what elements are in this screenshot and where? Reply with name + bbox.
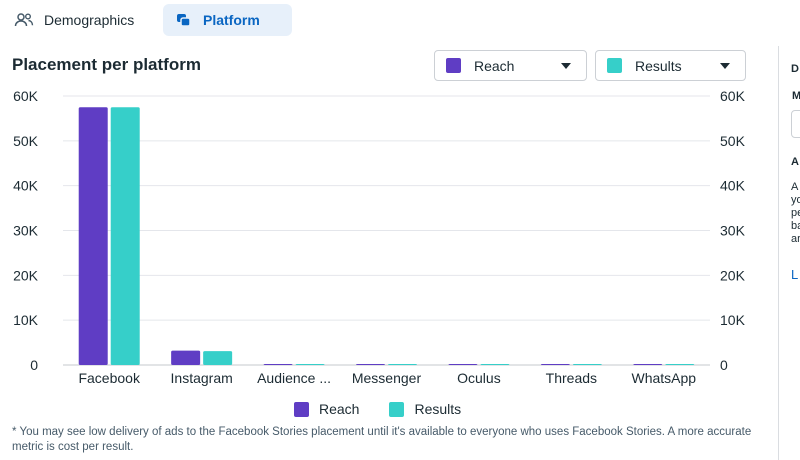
y-tick-label-right: 40K bbox=[720, 178, 746, 194]
bar-results-facebook bbox=[110, 107, 140, 365]
legend-swatch-reach bbox=[294, 401, 309, 417]
tab-platform-label: Platform bbox=[203, 12, 260, 28]
bar-reach-whatsapp bbox=[633, 364, 663, 365]
y-tick-label-right: 20K bbox=[720, 267, 746, 283]
y-tick-label-right: 60K bbox=[720, 88, 746, 104]
side-text-line: ar bbox=[791, 233, 800, 245]
bar-reach-facebook bbox=[78, 107, 108, 365]
legend-item-results[interactable]: Results bbox=[389, 401, 461, 417]
bar-reach-oculus bbox=[448, 364, 478, 365]
chevron-down-icon bbox=[720, 62, 730, 69]
x-tick-label: Messenger bbox=[352, 370, 422, 386]
side-text-line: A bbox=[791, 181, 799, 193]
chart-legend: Reach Results bbox=[294, 401, 461, 417]
side-text-line: ba bbox=[791, 220, 800, 232]
side-panel-divider bbox=[778, 46, 779, 460]
y-tick-label-left: 20K bbox=[13, 267, 39, 283]
bar-reach-messenger bbox=[356, 364, 385, 365]
bar-results-instagram bbox=[203, 351, 233, 365]
y-tick-label-right: 30K bbox=[720, 223, 746, 239]
side-select[interactable] bbox=[791, 110, 800, 138]
y-tick-label-left: 0 bbox=[30, 357, 38, 373]
tab-demographics-label: Demographics bbox=[44, 12, 135, 28]
bar-reach-instagram bbox=[171, 350, 201, 365]
placement-bar-chart: 0 0 10K 10K 20K 20K 30K 30K 40K 40K 50K 50K 60K 60K Fa… bbox=[13, 88, 746, 386]
y-tick-label-right: 0 bbox=[720, 357, 728, 373]
results-swatch bbox=[607, 58, 622, 73]
reach-metric-dropdown[interactable]: Reach bbox=[434, 50, 587, 81]
x-tick-label: Instagram bbox=[171, 370, 233, 386]
bar-results-oculus bbox=[480, 364, 510, 365]
y-tick-label-right: 50K bbox=[720, 133, 746, 149]
bar-results-threads bbox=[572, 364, 602, 365]
side-text-line: yo bbox=[791, 194, 800, 206]
side-heading: D bbox=[791, 63, 799, 75]
legend-swatch-results bbox=[389, 401, 405, 417]
side-subheading: A bbox=[791, 156, 799, 168]
x-tick-label: Threads bbox=[546, 370, 597, 386]
bar-reach-audience bbox=[263, 364, 293, 365]
x-tick-label: Facebook bbox=[78, 370, 140, 386]
y-tick-label-left: 40K bbox=[13, 178, 39, 194]
x-tick-label: WhatsApp bbox=[631, 370, 696, 386]
x-tick-label: Oculus bbox=[457, 370, 501, 386]
y-tick-label-left: 50K bbox=[13, 133, 39, 149]
x-tick-label: Audience ... bbox=[257, 370, 331, 386]
y-tick-label-left: 60K bbox=[13, 88, 39, 104]
results-dropdown-label: Results bbox=[635, 57, 682, 74]
legend-label-reach: Reach bbox=[319, 401, 360, 417]
people-icon bbox=[14, 12, 34, 28]
bar-results-audience bbox=[295, 364, 325, 365]
side-label: M bbox=[792, 90, 800, 102]
bar-reach-threads bbox=[540, 364, 570, 365]
side-link[interactable]: L bbox=[791, 267, 799, 282]
chart-title: Placement per platform bbox=[12, 55, 201, 74]
chevron-down-icon bbox=[561, 62, 571, 69]
tab-demographics[interactable]: Demographics bbox=[4, 4, 164, 36]
footnote: * You may see low delivery of ads to the… bbox=[12, 426, 752, 453]
y-tick-label-left: 30K bbox=[13, 223, 39, 239]
side-text-line: pe bbox=[791, 207, 800, 219]
tab-platform[interactable]: Platform bbox=[163, 4, 292, 36]
results-metric-dropdown[interactable]: Results bbox=[595, 50, 746, 81]
y-tick-label-right: 10K bbox=[720, 312, 746, 328]
legend-label-results: Results bbox=[414, 401, 462, 417]
y-tick-label-left: 10K bbox=[13, 312, 39, 328]
reach-swatch bbox=[446, 58, 461, 73]
bar-results-messenger bbox=[388, 364, 417, 365]
legend-item-reach[interactable]: Reach bbox=[294, 401, 359, 417]
reach-dropdown-label: Reach bbox=[474, 57, 515, 74]
platform-icon bbox=[175, 12, 193, 28]
bar-results-whatsapp bbox=[665, 364, 695, 365]
